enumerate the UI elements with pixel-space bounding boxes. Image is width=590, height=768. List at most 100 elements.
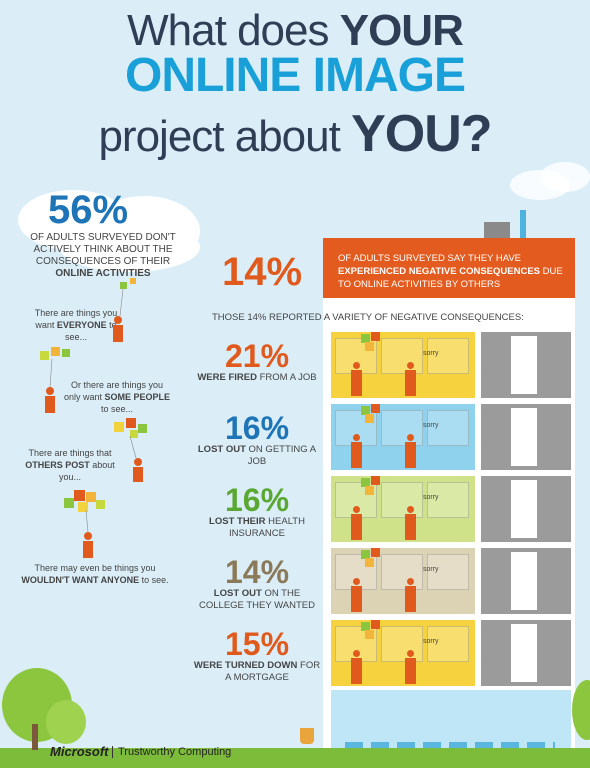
person-body — [351, 586, 362, 612]
balloon — [361, 622, 370, 631]
stat-56-desc-text: OF ADULTS SURVEYED DON'T ACTIVELY THINK … — [30, 232, 176, 267]
consequence-label-bold: WERE FIRED — [197, 372, 257, 383]
banner-14-percent — [323, 238, 575, 298]
consequence-label: LOST THEIR HEALTH INSURANCE — [192, 516, 322, 540]
banner-14-description: OF ADULTS SURVEYED SAY THEY HAVE EXPERIE… — [338, 252, 568, 291]
left-item-everyone: There are things you want EVERYONE to se… — [26, 307, 126, 343]
tree — [46, 700, 86, 744]
person-body — [405, 586, 416, 612]
person-head — [407, 578, 414, 585]
balloon — [361, 478, 370, 487]
left-item-text: to see... — [64, 320, 117, 342]
left-item-text: to see. — [139, 575, 169, 585]
cloud — [60, 222, 200, 272]
title-line-3-text: project about — [98, 112, 352, 161]
left-item-bold: WOULDN'T WANT ANYONE — [21, 575, 140, 585]
left-item-text: There are things that — [28, 448, 112, 458]
balloon — [365, 414, 374, 423]
consequence-label: LOST OUT ON GETTING A JOB — [192, 444, 322, 468]
consequence-label-rest: ON GETTING A JOB — [247, 444, 317, 467]
left-item-text: to see... — [100, 404, 134, 414]
balloon — [371, 620, 380, 629]
stair-steps — [511, 480, 537, 538]
consequences-subheading: THOSE 14% REPORTED A VARIETY OF NEGATIVE… — [212, 312, 524, 323]
title-line-3-bold: YOU? — [351, 105, 492, 163]
rooftop-unit — [484, 222, 510, 238]
left-item-text: Or there are things you only want — [63, 380, 164, 402]
left-item-bold: EVERYONE — [56, 320, 107, 330]
consequence-label: LOST OUT ON THE COLLEGE THEY WANTED — [192, 588, 322, 612]
title-line-2: ONLINE IMAGE — [124, 49, 466, 102]
trustworthy-computing-label: Trustworthy Computing — [112, 746, 231, 758]
consequence-percent: 21% — [224, 338, 290, 374]
consequence-label-rest: ON THE COLLEGE THEY WANTED — [199, 588, 315, 611]
person-with-balloons-illustration — [114, 418, 147, 482]
sorry-speech-label: sorry — [423, 422, 439, 429]
tree-trunk — [32, 724, 38, 750]
stair-steps — [511, 624, 537, 682]
left-item-others-post: There are things that OTHERS POST about … — [14, 447, 126, 483]
stair-steps — [511, 552, 537, 610]
consequence-label-bold: LOST OUT — [197, 444, 246, 455]
person-head — [353, 506, 360, 513]
room-window — [427, 626, 469, 662]
banner-text: DUE TO ONLINE ACTIVITIES BY OTHERS — [338, 266, 563, 290]
room-window — [381, 338, 423, 374]
stairwell-illustration — [481, 332, 571, 398]
left-item-text: There may even be things you — [34, 563, 156, 573]
balloon — [371, 404, 380, 413]
stairwell-illustration — [481, 404, 571, 470]
sorry-speech-label: sorry — [423, 566, 439, 573]
person-body — [351, 442, 362, 468]
person-head — [407, 506, 414, 513]
title-line-1-text: What does — [127, 6, 340, 55]
balloon — [371, 548, 380, 557]
office-room-illustration: sorry — [331, 620, 475, 686]
balloon — [365, 342, 374, 351]
person-body — [405, 442, 416, 468]
person-with-balloons-illustration — [113, 278, 136, 342]
balloon — [361, 334, 370, 343]
room-window — [381, 482, 423, 518]
person-body — [405, 514, 416, 540]
consequence-percent: 15% — [224, 626, 290, 662]
person-head — [353, 650, 360, 657]
room-window — [381, 626, 423, 662]
microsoft-logo: Microsoft — [50, 744, 109, 759]
left-item-bold: OTHERS POST — [25, 460, 90, 470]
balloon — [371, 332, 380, 341]
room-window — [427, 338, 469, 374]
person-head — [353, 578, 360, 585]
office-room-illustration: sorry — [331, 404, 475, 470]
person-body — [351, 658, 362, 684]
consequence-label-rest: FROM A JOB — [259, 372, 317, 383]
room-window — [427, 482, 469, 518]
person-with-balloons-illustration — [64, 490, 105, 558]
consequence-label-bold: LOST THEIR — [209, 516, 266, 527]
title-line-1: What does YOUR — [0, 6, 590, 56]
left-item-no-one: There may even be things you WOULDN'T WA… — [20, 562, 170, 586]
room-window — [381, 554, 423, 590]
left-item-some-people: Or there are things you only want SOME P… — [62, 379, 172, 415]
left-item-bold: SOME PEOPLE — [104, 392, 171, 402]
person-head — [407, 362, 414, 369]
balloon — [361, 550, 370, 559]
person-with-balloons-illustration — [40, 347, 70, 413]
consequence-percent: 16% — [224, 410, 290, 446]
grass-ground — [0, 748, 590, 768]
balloon — [365, 630, 374, 639]
banner-bold: EXPERIENCED NEGATIVE CONSEQUENCES — [338, 266, 541, 277]
balloon — [371, 476, 380, 485]
title-line-3: project about YOU? — [0, 104, 590, 164]
banner-text: OF ADULTS SURVEYED SAY THEY HAVE — [338, 253, 522, 264]
consequence-percent: 14% — [224, 554, 290, 590]
consequence-label-rest: HEALTH INSURANCE — [229, 516, 305, 539]
room-window — [427, 410, 469, 446]
person-head — [353, 362, 360, 369]
person-head — [407, 434, 414, 441]
stair-steps — [511, 408, 537, 466]
consequence-label: WERE TURNED DOWN FOR A MORTGAGE — [192, 660, 322, 684]
consequence-label: WERE FIRED FROM A JOB — [192, 372, 322, 384]
person-body — [351, 370, 362, 396]
room-window — [427, 554, 469, 590]
